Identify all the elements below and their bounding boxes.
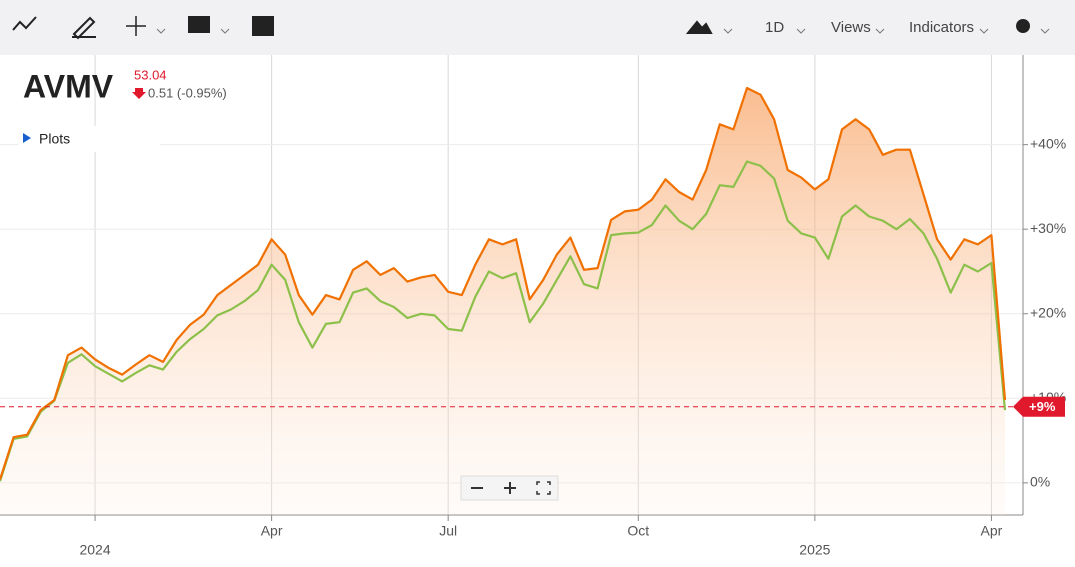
x-tick-label: Apr bbox=[981, 523, 1003, 539]
plots-arrow[interactable] bbox=[23, 133, 31, 143]
toolbar-icons bbox=[12, 16, 1050, 40]
x-tick-label: 2024 bbox=[79, 542, 110, 558]
fullscreen[interactable] bbox=[536, 481, 551, 495]
views-button[interactable]: Views bbox=[831, 19, 871, 36]
symbol: AVMV bbox=[23, 68, 114, 104]
interval-button[interactable]: 1D bbox=[765, 19, 784, 36]
series-line bbox=[0, 160, 1007, 482]
indicators-button[interactable]: Indicators bbox=[909, 19, 974, 36]
crosshair-icon[interactable] bbox=[126, 16, 146, 36]
series-line bbox=[0, 86, 1007, 480]
y-tick-label: +40% bbox=[1030, 135, 1066, 151]
pencil-icon[interactable] bbox=[72, 16, 96, 40]
comment-icon[interactable] bbox=[188, 16, 210, 33]
chart-type-icon[interactable] bbox=[685, 20, 713, 34]
settings-icon[interactable] bbox=[1016, 19, 1030, 33]
news-icon[interactable] bbox=[252, 16, 274, 36]
x-tick-label: Apr bbox=[261, 523, 283, 539]
plots-toggle[interactable]: Plots bbox=[39, 131, 70, 147]
plots-panel bbox=[18, 126, 160, 152]
price: 53.04 bbox=[134, 67, 167, 82]
last-value-marker bbox=[1013, 396, 1065, 417]
down-arrow bbox=[132, 88, 146, 99]
x-tick-label: 2025 bbox=[799, 542, 830, 558]
last-value-label: +9% bbox=[1029, 399, 1056, 414]
zoom-in[interactable] bbox=[504, 482, 516, 494]
x-tick-label: Jul bbox=[439, 523, 457, 539]
zoom-controls bbox=[460, 475, 559, 501]
draw-icon[interactable] bbox=[12, 16, 37, 31]
y-tick-label: +20% bbox=[1030, 304, 1066, 320]
area-fill bbox=[0, 88, 1005, 515]
y-tick-label: 0% bbox=[1030, 474, 1050, 490]
y-tick-label: +30% bbox=[1030, 220, 1066, 236]
toolbar bbox=[0, 0, 1075, 55]
x-tick-label: Oct bbox=[627, 523, 649, 539]
price-change: 0.51 (-0.95%) bbox=[148, 85, 227, 100]
